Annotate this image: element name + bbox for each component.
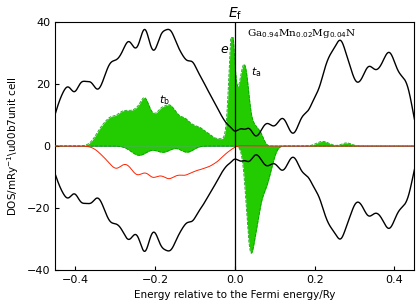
Text: Ga$_{0.94}$Mn$_{0.02}$Mg$_{0.04}$N: Ga$_{0.94}$Mn$_{0.02}$Mg$_{0.04}$N (247, 27, 356, 39)
Title: $E_{\mathrm{f}}$: $E_{\mathrm{f}}$ (228, 6, 242, 22)
X-axis label: Energy relative to the Fermi energy/Ry: Energy relative to the Fermi energy/Ry (134, 290, 336, 300)
Text: $t_{\mathrm{b}}$: $t_{\mathrm{b}}$ (159, 93, 170, 107)
Text: $t_{\mathrm{a}}$: $t_{\mathrm{a}}$ (251, 65, 261, 79)
Text: $e$: $e$ (220, 43, 229, 56)
Y-axis label: DOS/mRy$^{-1}$\u00b7unit cell: DOS/mRy$^{-1}$\u00b7unit cell (5, 76, 21, 216)
